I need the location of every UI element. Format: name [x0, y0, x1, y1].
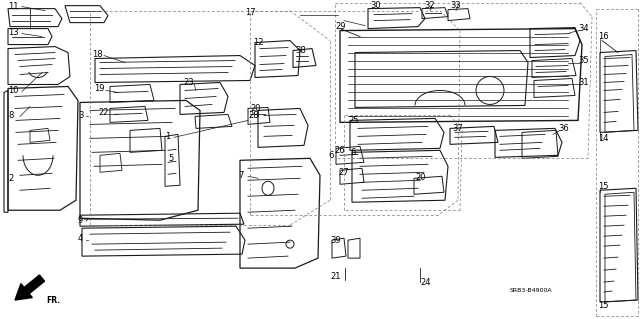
Text: 33: 33 — [450, 1, 461, 10]
Text: 12: 12 — [253, 38, 264, 47]
Text: 3: 3 — [78, 111, 83, 120]
Text: 27: 27 — [338, 168, 349, 177]
Text: 7: 7 — [238, 171, 243, 180]
Text: FR.: FR. — [46, 295, 60, 305]
Text: 16: 16 — [598, 32, 609, 41]
FancyArrow shape — [15, 275, 45, 300]
Text: 38: 38 — [295, 46, 306, 55]
Text: 6: 6 — [328, 151, 333, 160]
Text: 1: 1 — [165, 132, 170, 141]
Text: 37: 37 — [452, 124, 463, 133]
Text: 29: 29 — [335, 22, 346, 31]
Text: 13: 13 — [8, 28, 19, 37]
Text: 31: 31 — [578, 78, 589, 87]
Text: 21: 21 — [330, 271, 340, 281]
Text: 9: 9 — [78, 216, 83, 225]
Text: 15: 15 — [598, 182, 609, 191]
Text: 30: 30 — [370, 1, 381, 10]
Text: 23: 23 — [183, 78, 194, 87]
Text: 5: 5 — [168, 154, 173, 163]
Text: 15: 15 — [598, 300, 609, 309]
Text: 6: 6 — [350, 148, 355, 157]
Text: 22: 22 — [98, 108, 109, 117]
Text: 20: 20 — [415, 173, 426, 182]
Text: 36: 36 — [558, 124, 569, 133]
Text: 2: 2 — [8, 174, 13, 183]
Text: 34: 34 — [578, 24, 589, 33]
Text: 8: 8 — [8, 111, 13, 120]
Text: 32: 32 — [424, 1, 435, 10]
Text: 19: 19 — [94, 84, 104, 93]
Text: 28: 28 — [248, 111, 259, 120]
Text: 24: 24 — [420, 278, 431, 286]
Text: 4: 4 — [78, 234, 83, 243]
Text: 20: 20 — [250, 104, 260, 113]
Text: 14: 14 — [598, 134, 609, 143]
Text: SRB3-B4900A: SRB3-B4900A — [510, 287, 552, 293]
Text: 39: 39 — [330, 236, 340, 245]
Text: 11: 11 — [8, 2, 19, 11]
Text: 26: 26 — [334, 146, 344, 155]
Text: 10: 10 — [8, 86, 19, 95]
Text: 25: 25 — [348, 116, 358, 125]
Text: 18: 18 — [92, 50, 102, 59]
Text: 35: 35 — [578, 56, 589, 65]
Text: 17: 17 — [245, 8, 255, 17]
